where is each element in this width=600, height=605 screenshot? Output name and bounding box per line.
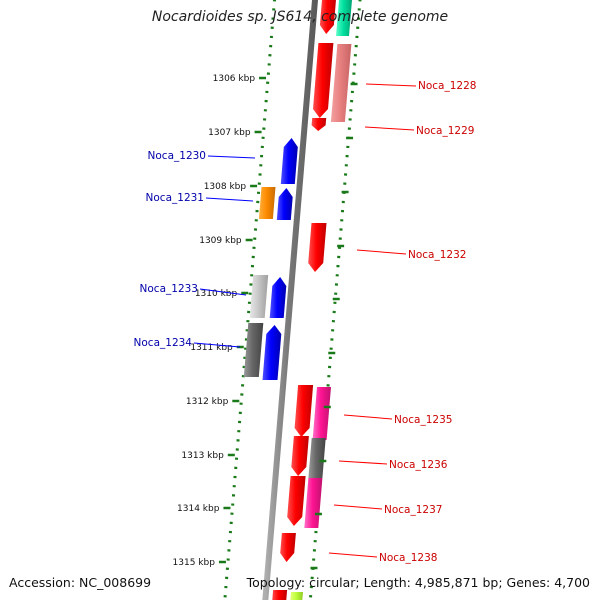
gene-label[interactable]: Noca_1229 xyxy=(416,125,474,137)
gene-label[interactable]: Noca_1237 xyxy=(384,504,442,516)
feature-noca-1237 xyxy=(304,478,323,528)
feature-red-1235a xyxy=(294,385,314,437)
gene-leader-line xyxy=(365,83,417,87)
map-title: Nocardioides sp. JS614, complete genome xyxy=(151,9,449,25)
tick-label: 1307 kbp xyxy=(208,128,251,138)
tick-label: 1308 kbp xyxy=(204,182,247,192)
backbone-line xyxy=(261,0,319,605)
gene-leader-line xyxy=(356,249,407,255)
feature-noca-1229 xyxy=(311,118,327,131)
feature-noca-1236 xyxy=(308,438,326,478)
feature-noca-1233 xyxy=(269,277,287,318)
genome-summary-text: Topology: circular; Length: 4,985,871 bp… xyxy=(246,575,590,590)
tick-label: 1311 kbp xyxy=(190,343,233,353)
tick-label: 1313 kbp xyxy=(181,451,224,461)
feature-noca-1231 xyxy=(276,188,293,220)
feature-red-1236a xyxy=(291,436,309,476)
feature-noca-1230 xyxy=(280,138,298,184)
gene-label[interactable]: Noca_1233 xyxy=(140,283,198,295)
feature-red-top xyxy=(319,0,336,34)
gene-label[interactable]: Noca_1235 xyxy=(394,414,452,426)
gene-leader-line xyxy=(343,414,393,420)
gene-label[interactable]: Noca_1232 xyxy=(408,249,466,261)
gene-label[interactable]: Noca_1231 xyxy=(146,192,204,204)
gene-label[interactable]: Noca_1234 xyxy=(134,337,193,349)
feature-lime xyxy=(289,592,303,605)
gene-leader-line xyxy=(364,126,415,131)
tick-label: 1315 kbp xyxy=(173,558,216,568)
feature-orange xyxy=(258,187,276,219)
tick-label: 1312 kbp xyxy=(186,397,229,407)
tick-label: 1306 kbp xyxy=(213,74,256,84)
feature-teal xyxy=(336,0,352,36)
gene-label[interactable]: Noca_1230 xyxy=(148,150,206,162)
feature-darkgrey xyxy=(243,323,264,377)
tick-label: 1310 kbp xyxy=(195,289,238,299)
gene-label[interactable]: Noca_1228 xyxy=(418,80,476,92)
feature-noca-1235 xyxy=(312,387,331,440)
feature-noca-1232 xyxy=(308,223,327,272)
tick-label: 1314 kbp xyxy=(177,504,220,514)
backbone xyxy=(261,0,319,605)
gene-label[interactable]: Noca_1238 xyxy=(379,552,437,564)
feature-red-bottom xyxy=(271,590,288,605)
left-ruler-line xyxy=(222,0,277,605)
gene-leader-line xyxy=(207,155,256,159)
gene-leader-line xyxy=(205,197,254,202)
gene-leader-line xyxy=(328,552,378,558)
feature-layer xyxy=(243,0,352,605)
feature-red-1237a xyxy=(287,476,306,526)
feature-noca-1238 xyxy=(280,533,296,562)
feature-noca-1228 xyxy=(313,43,334,118)
feature-noca-1234 xyxy=(262,325,282,380)
gene-label-layer: Noca_1228 Noca_1229 Noca_1230 Noca_1231 Noca… xyxy=(134,80,477,564)
tick-layer: 1306 kbp 1307 kbp 1308 kbp 1309 kbp 1310 kbp… xyxy=(173,74,358,570)
gene-leader-line xyxy=(193,342,241,348)
feature-salmon xyxy=(330,44,352,122)
gene-leader-line xyxy=(199,288,247,296)
accession-text: Accession: NC_008699 xyxy=(9,575,152,590)
tick-label: 1309 kbp xyxy=(199,236,242,246)
gene-leader-line xyxy=(333,504,383,510)
gene-label[interactable]: Noca_1236 xyxy=(389,459,448,471)
gene-leader-line xyxy=(338,460,388,465)
feature-lightgrey xyxy=(249,275,269,318)
